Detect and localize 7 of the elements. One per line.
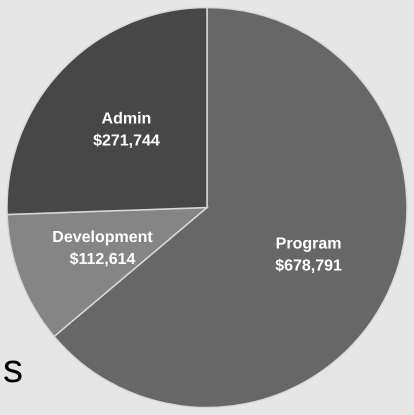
- slice-label: Development: [52, 228, 154, 246]
- slice-label: Program: [276, 236, 342, 253]
- slice-label: Admin: [102, 110, 152, 128]
- text: s: [3, 347, 23, 391]
- data-label: $271,744: [93, 132, 160, 150]
- data-label: $112,614: [70, 250, 136, 268]
- data-label: $678,791: [275, 258, 342, 275]
